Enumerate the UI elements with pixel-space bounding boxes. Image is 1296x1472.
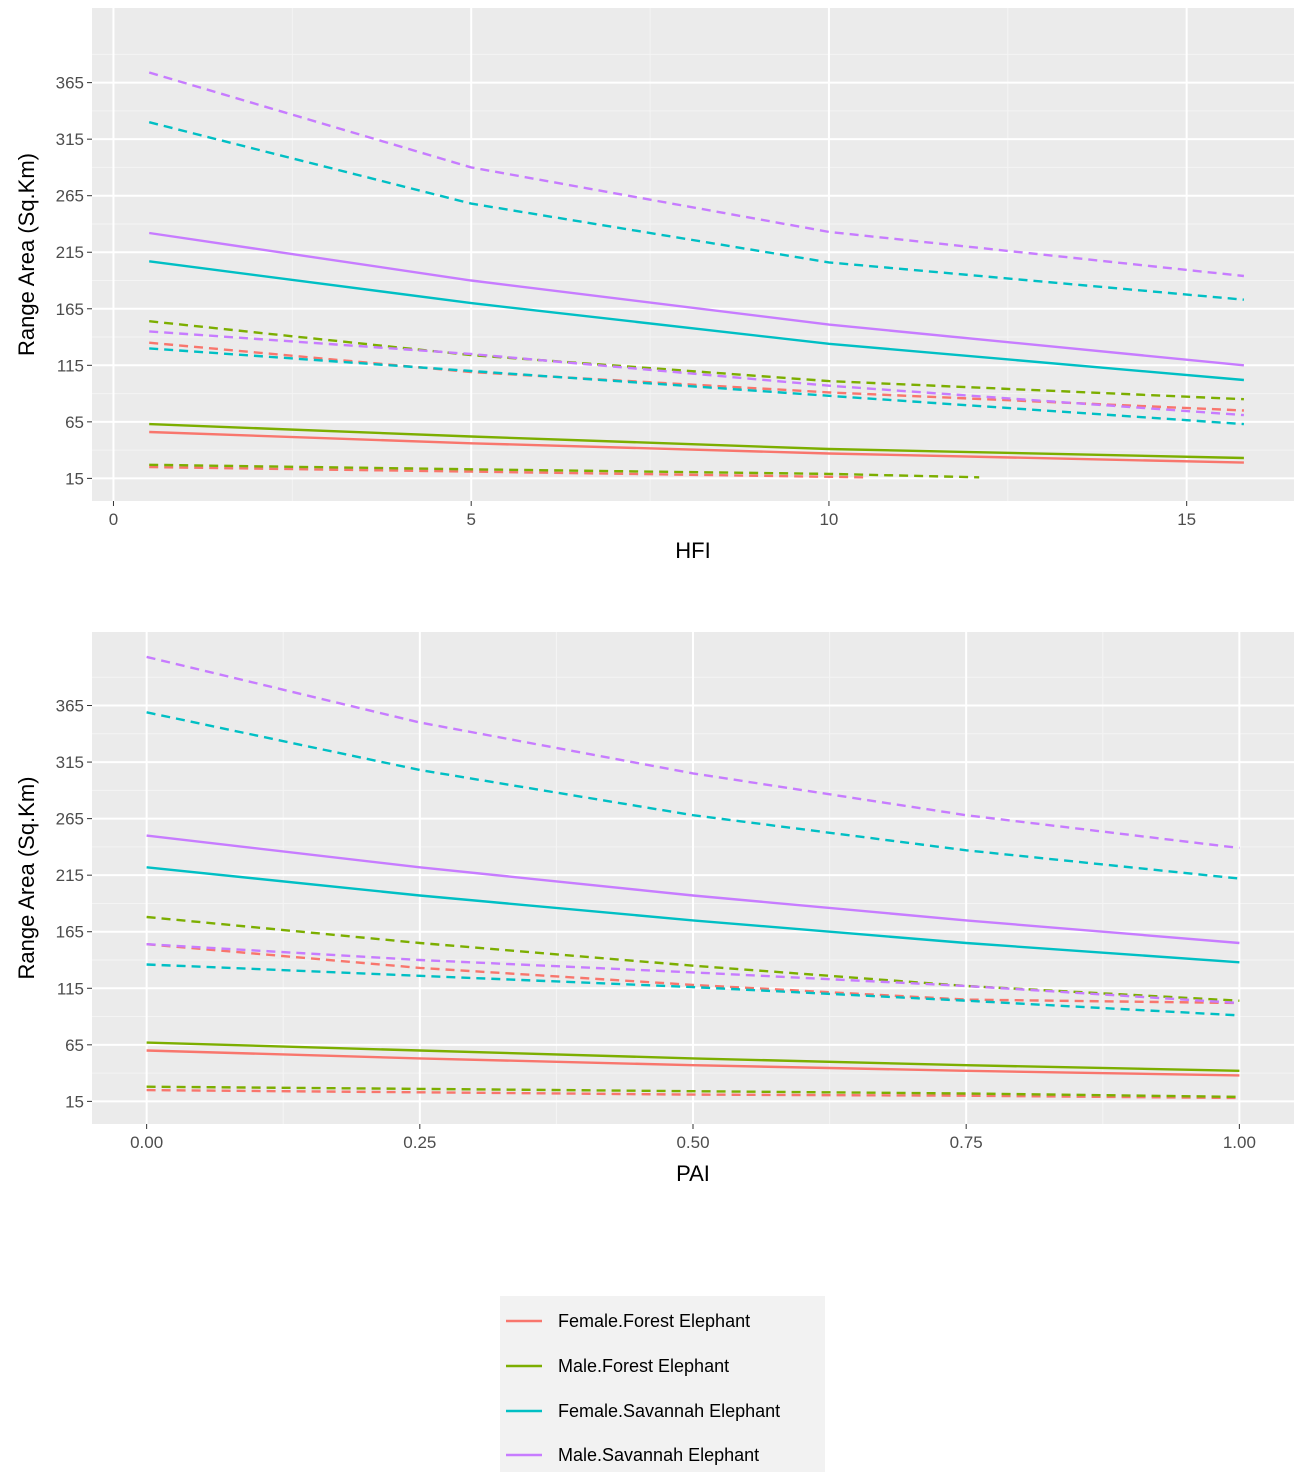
series-line	[146, 834, 1240, 945]
y-tick-label: 215	[56, 243, 84, 262]
y-tick-label: 215	[56, 866, 84, 885]
series-line	[146, 1085, 1240, 1099]
series-line	[146, 1088, 1240, 1100]
series-line	[149, 430, 1244, 464]
y-tick-label: 315	[56, 130, 84, 149]
legend-label: Female.Savannah Elephant	[558, 1401, 780, 1421]
series-line	[149, 320, 1244, 401]
series-line	[148, 71, 1245, 278]
y-tick-label: 115	[57, 356, 84, 375]
pai-chart: 0.00 0.25 0.50 0.75 1.00 15 65 115 165 215 265 315 3…	[14, 632, 1294, 1186]
y-tick-label: 265	[56, 187, 84, 206]
x-tick-label: 0.75	[950, 1133, 983, 1152]
legend-label: Female.Forest Elephant	[558, 1311, 750, 1331]
y-tick-label: 165	[56, 923, 84, 942]
x-tick-label: 1.00	[1223, 1133, 1256, 1152]
series-line	[148, 121, 1245, 301]
series-line	[146, 866, 1240, 964]
series-line	[149, 347, 1244, 426]
x-tick-label: 0	[109, 510, 118, 529]
legend-label: Male.Forest Elephant	[558, 1356, 729, 1376]
series-line	[149, 465, 865, 479]
legend-item-male-forest: Male.Forest Elephant	[506, 1356, 729, 1376]
y-axis-title: Range Area (Sq.Km)	[14, 153, 39, 356]
y-tick-label: 65	[65, 1036, 84, 1055]
series-line	[146, 1049, 1240, 1077]
legend: Female.Forest Elephant Male.Forest Eleph…	[500, 1296, 825, 1472]
series-line	[149, 260, 1245, 382]
series-line	[146, 1041, 1240, 1072]
x-tick-label: 0.25	[403, 1133, 436, 1152]
series-line	[146, 915, 1240, 1002]
x-tick-label: 0.50	[676, 1133, 709, 1152]
y-tick-label: 65	[65, 413, 84, 432]
series-line	[149, 463, 980, 479]
series-line	[149, 422, 1244, 460]
y-tick-label: 315	[56, 753, 84, 772]
series-line	[146, 943, 1240, 1005]
y-tick-label: 165	[56, 300, 84, 319]
x-tick-label: 15	[1177, 510, 1196, 529]
x-axis-title: PAI	[676, 1161, 710, 1186]
y-tick-label: 15	[65, 469, 84, 488]
y-tick-label: 115	[57, 979, 84, 998]
y-tick-label: 15	[65, 1092, 84, 1111]
x-axis-title: HFI	[675, 538, 710, 563]
series-line	[146, 655, 1240, 850]
series-line	[146, 711, 1240, 880]
series-line	[149, 330, 1244, 417]
legend-label: Male.Savannah Elephant	[558, 1445, 759, 1465]
x-tick-label: 0.00	[130, 1133, 163, 1152]
series-line	[146, 943, 1240, 1005]
y-tick-label: 265	[56, 810, 84, 829]
legend-item-male-savannah: Male.Savannah Elephant	[506, 1445, 759, 1465]
legend-background	[500, 1296, 825, 1472]
series-line	[146, 963, 1240, 1017]
hfi-chart: 0 5 10 15 15 65 115 165 215 265 315 365 HFI Range Are…	[14, 8, 1294, 563]
x-tick-label: 10	[819, 510, 838, 529]
series-line	[149, 231, 1245, 367]
y-tick-label: 365	[56, 74, 84, 93]
y-axis-title: Range Area (Sq.Km)	[14, 777, 39, 980]
x-tick-label: 5	[466, 510, 475, 529]
legend-item-female-savannah: Female.Savannah Elephant	[506, 1401, 780, 1421]
y-tick-label: 365	[56, 697, 84, 716]
legend-item-female-forest: Female.Forest Elephant	[506, 1311, 750, 1331]
